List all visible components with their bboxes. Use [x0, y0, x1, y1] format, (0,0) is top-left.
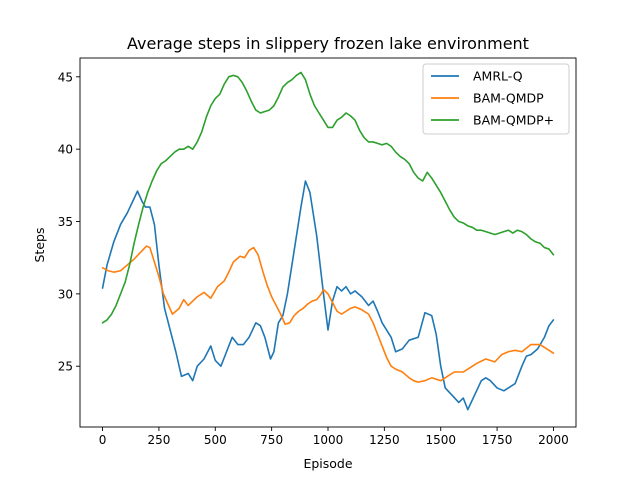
x-tick-label: 2000 — [538, 433, 569, 447]
x-tick-label: 1250 — [369, 433, 400, 447]
x-tick-label: 1500 — [425, 433, 456, 447]
x-tick-label: 1000 — [313, 433, 344, 447]
y-tick-label: 35 — [58, 215, 73, 229]
legend-label-bam-qmdp: BAM-QMDP — [473, 91, 544, 106]
series-line-bam-qmdp — [101, 245, 555, 383]
legend-label-amrl-q: AMRL-Q — [473, 69, 523, 84]
legend: AMRL-Q BAM-QMDP BAM-QMDP+ — [422, 63, 570, 135]
x-tick-label: 750 — [260, 433, 283, 447]
y-tick-label: 25 — [58, 360, 73, 374]
y-tick-label: 30 — [58, 287, 73, 301]
y-tick-label: 40 — [58, 143, 73, 157]
x-tick-label: 0 — [99, 433, 107, 447]
x-tick-label: 250 — [147, 433, 170, 447]
y-axis-label: Steps — [32, 228, 47, 263]
series-line-bam-qmdp- — [101, 71, 555, 324]
x-axis-label: Episode — [303, 456, 352, 471]
series-line-amrl-q — [101, 180, 555, 411]
chart-title: Average steps in slippery frozen lake en… — [127, 34, 529, 53]
y-tick-label: 45 — [58, 70, 73, 84]
legend-label-bam-qmdp-: BAM-QMDP+ — [473, 113, 554, 128]
x-tick-label: 1750 — [482, 433, 513, 447]
series-group — [101, 71, 555, 411]
x-tick-label: 500 — [204, 433, 227, 447]
legend-box — [422, 63, 570, 135]
